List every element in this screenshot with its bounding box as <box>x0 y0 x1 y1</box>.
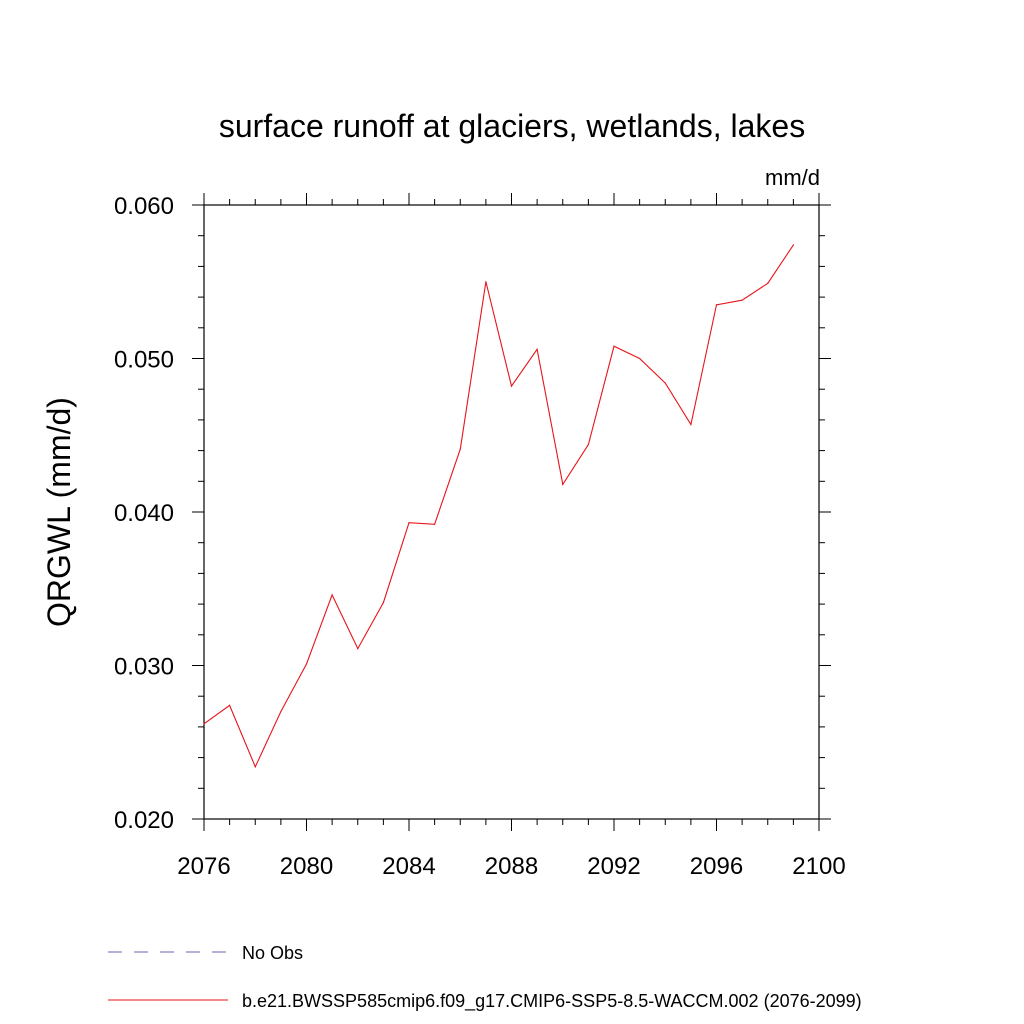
y-axis-label: QRGWL (mm/d) <box>41 397 77 627</box>
data-point <box>203 723 205 725</box>
data-point <box>690 423 692 426</box>
data-point <box>254 766 256 768</box>
plot-frame <box>203 204 820 820</box>
y-tick-label: 0.030 <box>114 654 174 681</box>
data-point <box>331 594 333 596</box>
axis-tick-labels: 2076 2080 2084 2088 2092 2096 2100 0.020 0.030 0.… <box>114 193 846 880</box>
legend: No Obs b.e21.BWSSP585cmip6.f09_g17.CMIP6-… <box>108 943 862 1012</box>
series-line <box>203 244 794 769</box>
units-label: mm/d <box>765 165 820 190</box>
x-tick-label: 2096 <box>690 853 743 880</box>
axis-ticks <box>192 193 831 831</box>
x-tick-label: 2088 <box>485 853 538 880</box>
legend-label: b.e21.BWSSP585cmip6.f09_g17.CMIP6-SSP5-8… <box>242 991 862 1012</box>
y-tick-label: 0.020 <box>114 807 174 834</box>
data-point <box>382 601 384 604</box>
data-point <box>510 385 513 387</box>
data-point <box>434 523 436 525</box>
data-point <box>715 304 718 306</box>
y-tick-label: 0.060 <box>114 193 174 220</box>
legend-label: No Obs <box>242 943 303 963</box>
chart-title: surface runoff at glaciers, wetlands, la… <box>219 108 805 144</box>
data-point <box>639 357 641 360</box>
data-point <box>767 282 769 284</box>
series-layer <box>203 244 794 769</box>
data-point <box>459 448 461 450</box>
data-point <box>792 244 794 246</box>
x-tick-label: 2080 <box>280 853 333 880</box>
data-point <box>664 382 666 384</box>
data-point <box>562 483 564 485</box>
x-tick-label: 2084 <box>382 853 435 880</box>
data-point <box>587 443 589 446</box>
data-point <box>357 648 359 650</box>
x-tick-label: 2100 <box>792 853 845 880</box>
y-tick-label: 0.050 <box>114 347 174 374</box>
data-point <box>229 704 231 707</box>
x-tick-label: 2076 <box>177 853 230 880</box>
data-point <box>408 522 410 524</box>
data-point <box>305 663 308 665</box>
data-point <box>613 345 615 347</box>
data-point <box>741 299 743 301</box>
x-tick-label: 2092 <box>587 853 640 880</box>
data-point <box>280 710 282 713</box>
data-point <box>485 281 487 283</box>
y-tick-label: 0.040 <box>114 500 174 527</box>
data-point <box>536 348 538 350</box>
